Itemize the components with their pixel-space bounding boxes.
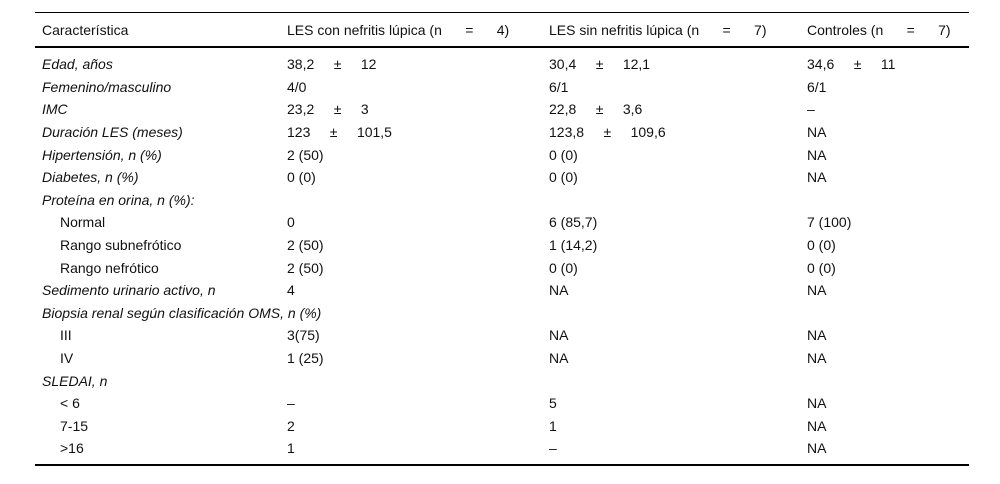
table-row: Normal 0 6 (85,7) 7 (100): [35, 211, 969, 234]
row-label: Proteína en orina, n (%):: [42, 191, 195, 208]
table-row: Duración LES (meses) 123 ± 101,5 123,8 ± 1…: [35, 121, 969, 144]
table-cell: 0 (0): [549, 259, 578, 276]
table-cell: NA: [549, 282, 569, 299]
paper-table: Característica LES con nefritis lúpica (…: [35, 12, 969, 466]
table-cell: 22,8 ± 3,6: [549, 101, 643, 118]
row-label: Femenino/masculino: [42, 78, 172, 95]
table-cell: 1 (25): [287, 350, 324, 367]
table-row: Proteína en orina, n (%):: [35, 189, 969, 212]
table-cell: 6 (85,7): [549, 214, 598, 231]
row-label: < 6: [60, 395, 80, 412]
table-row: Hipertensión, n (%) 2 (50) 0 (0) NA: [35, 143, 969, 166]
table-row: Biopsia renal según clasificación OMS, n…: [35, 302, 969, 325]
table-cell: 0: [287, 214, 295, 231]
row-label: Edad, años: [42, 56, 113, 73]
row-label: Duración LES (meses): [42, 124, 183, 141]
table-cell: –: [287, 395, 295, 412]
table-cell: 0 (0): [287, 169, 316, 186]
table-cell: 0 (0): [549, 169, 578, 186]
header-les-sin-nefritis: LES sin nefritis lúpica (n = 7): [549, 21, 767, 38]
table-cell: 6/1: [549, 78, 569, 95]
table-cell: 23,2 ± 3: [287, 101, 369, 118]
table-cell: 5: [549, 395, 557, 412]
table-row: Rango subnefrótico 2 (50) 1 (14,2) 0 (0): [35, 234, 969, 257]
row-label: III: [60, 327, 72, 344]
row-label: Normal: [60, 214, 106, 231]
table-cell: NA: [549, 327, 569, 344]
header-les-con-nefritis: LES con nefritis lúpica (n = 4): [287, 21, 510, 38]
table-row: Diabetes, n (%) 0 (0) 0 (0) NA: [35, 166, 969, 189]
header-caracteristica: Característica: [42, 21, 129, 38]
table-cell: 6/1: [807, 78, 827, 95]
table-cell: NA: [807, 440, 827, 457]
table-row: < 6 – 5 NA: [35, 392, 969, 415]
table-cell: 4/0: [287, 78, 307, 95]
table-cell: 1 (14,2): [549, 237, 598, 254]
table-row: Edad, años 38,2 ± 12 30,4 ± 12,1 34,6 ± 11: [35, 53, 969, 76]
table-row: IV 1 (25) NA NA: [35, 347, 969, 370]
row-label: Sedimento urinario activo, n: [42, 282, 216, 299]
table-row: Sedimento urinario activo, n 4 NA NA: [35, 279, 969, 302]
row-label: IV: [60, 350, 74, 367]
table-cell: 34,6 ± 11: [807, 56, 896, 73]
table-cell: 123 ± 101,5: [287, 124, 392, 141]
table-cell: NA: [807, 282, 827, 299]
table-cell: 7 (100): [807, 214, 852, 231]
table-cell: 38,2 ± 12: [287, 56, 377, 73]
row-label: Rango nefrótico: [60, 259, 159, 276]
table-header-row: Característica LES con nefritis lúpica (…: [35, 13, 969, 48]
table-cell: –: [807, 101, 815, 118]
table-row: Rango nefrótico 2 (50) 0 (0) 0 (0): [35, 256, 969, 279]
table-body: Edad, años 38,2 ± 12 30,4 ± 12,1 34,6 ± 11 F…: [35, 48, 969, 466]
row-label: Rango subnefrótico: [60, 237, 182, 254]
table-row: >16 1 – NA: [35, 437, 969, 460]
table-cell: NA: [807, 350, 827, 367]
table-cell: NA: [807, 395, 827, 412]
row-label: IMC: [42, 101, 68, 118]
row-label: 7-15: [60, 417, 89, 434]
table-cell: 1: [287, 440, 295, 457]
table-cell: 0 (0): [549, 146, 578, 163]
table-cell: 1: [549, 417, 557, 434]
row-label: SLEDAI, n: [42, 372, 108, 389]
table-cell: 4: [287, 282, 295, 299]
table-cell: 2 (50): [287, 237, 324, 254]
table-cell: 0 (0): [807, 237, 836, 254]
row-label: >16: [60, 440, 84, 457]
table-row: IMC 23,2 ± 3 22,8 ± 3,6 –: [35, 98, 969, 121]
table-cell: 30,4 ± 12,1: [549, 56, 651, 73]
header-controles: Controles (n = 7): [807, 21, 951, 38]
row-label: Hipertensión, n (%): [42, 146, 162, 163]
row-label: Biopsia renal según clasificación OMS, n…: [42, 304, 322, 321]
table-cell: NA: [807, 417, 827, 434]
table-row: Femenino/masculino 4/0 6/1 6/1: [35, 76, 969, 99]
table-cell: 2: [287, 417, 295, 434]
table-cell: 3(75): [287, 327, 320, 344]
table-cell: 123,8 ± 109,6: [549, 124, 666, 141]
table-cell: NA: [807, 124, 827, 141]
table-cell: 0 (0): [807, 259, 836, 276]
table-row: SLEDAI, n: [35, 369, 969, 392]
table-cell: NA: [549, 350, 569, 367]
table-cell: NA: [807, 327, 827, 344]
row-label: Diabetes, n (%): [42, 169, 139, 186]
table-cell: NA: [807, 169, 827, 186]
table-cell: –: [549, 440, 557, 457]
table-row: 7-15 2 1 NA: [35, 415, 969, 438]
table-cell: 2 (50): [287, 146, 324, 163]
table-row: III 3(75) NA NA: [35, 324, 969, 347]
table-cell: NA: [807, 146, 827, 163]
table-cell: 2 (50): [287, 259, 324, 276]
